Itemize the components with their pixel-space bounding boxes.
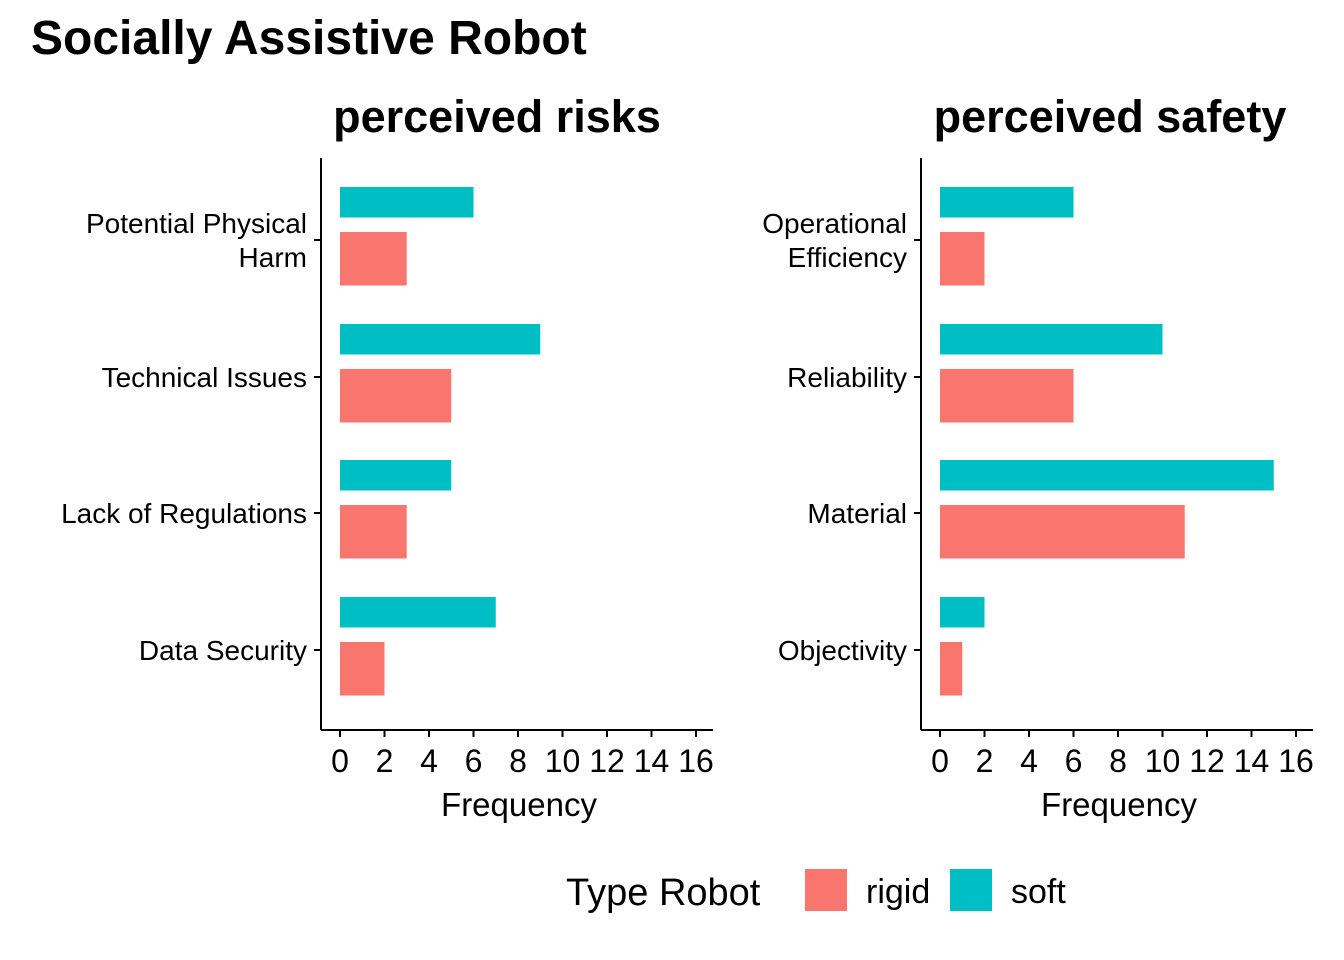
x-tick-label-0: 0 <box>931 743 949 779</box>
category-label-objectivity: Objectivity <box>778 635 907 666</box>
bar-rigid-reliability <box>940 369 1074 423</box>
x-tick-label-14: 14 <box>634 743 670 779</box>
bar-rigid-lack-of-regulations <box>340 505 407 559</box>
panel-title-perceived-risks: perceived risks <box>333 91 661 142</box>
bar-soft-reliability <box>940 324 1163 355</box>
x-axis-title: Frequency <box>441 786 597 823</box>
legend: Type Robot rigid soft <box>566 869 1066 914</box>
x-tick-label-4: 4 <box>1020 743 1038 779</box>
x-tick-label-6: 6 <box>1065 743 1083 779</box>
legend-title: Type Robot <box>566 872 761 914</box>
bar-rigid-technical-issues <box>340 369 452 423</box>
bar-soft-data-security <box>340 597 496 628</box>
category-label-material: Material <box>807 498 907 529</box>
bar-rigid-material <box>940 505 1185 559</box>
bar-soft-objectivity <box>940 597 985 628</box>
bar-rigid-operational-efficiency <box>940 232 985 286</box>
legend-label-soft: soft <box>1011 873 1066 911</box>
category-label-operational-efficiency: Operational Efficiency <box>762 208 907 273</box>
panel-perceived-risks: perceived risks Potential Physical Harm Tec… <box>61 91 714 823</box>
category-label-potential-physical-harm: Potential Physical Harm <box>86 208 307 273</box>
panel-perceived-safety: perceived safety Operational Efficiency Rel… <box>762 91 1314 823</box>
bar-rigid-objectivity <box>940 642 963 696</box>
x-tick-label-6: 6 <box>465 743 483 779</box>
bar-soft-lack-of-regulations <box>340 460 452 491</box>
category-label-data-security: Data Security <box>139 635 307 666</box>
bar-rigid-data-security <box>340 642 385 696</box>
x-tick-label-14: 14 <box>1234 743 1270 779</box>
x-axis-title: Frequency <box>1041 786 1197 823</box>
x-tick-label-12: 12 <box>589 743 625 779</box>
x-tick-label-8: 8 <box>509 743 527 779</box>
bar-soft-technical-issues <box>340 324 541 355</box>
x-tick-label-16: 16 <box>678 743 714 779</box>
x-tick-label-4: 4 <box>420 743 438 779</box>
x-tick-label-2: 2 <box>976 743 994 779</box>
legend-key-soft <box>950 869 992 911</box>
x-tick-label-12: 12 <box>1189 743 1225 779</box>
category-label-lack-of-regulations: Lack of Regulations <box>61 498 307 529</box>
x-tick-label-10: 10 <box>545 743 581 779</box>
bar-rigid-potential-physical-harm <box>340 232 407 286</box>
bar-soft-potential-physical-harm <box>340 187 474 218</box>
bar-soft-material <box>940 460 1274 491</box>
x-tick-label-16: 16 <box>1278 743 1314 779</box>
x-tick-label-10: 10 <box>1145 743 1181 779</box>
category-label-technical-issues: Technical Issues <box>102 362 307 393</box>
x-tick-label-2: 2 <box>376 743 394 779</box>
category-label-reliability: Reliability <box>787 362 907 393</box>
main-title: Socially Assistive Robot <box>31 12 587 65</box>
x-tick-label-8: 8 <box>1109 743 1127 779</box>
x-tick-label-0: 0 <box>331 743 349 779</box>
bar-soft-operational-efficiency <box>940 187 1074 218</box>
legend-label-rigid: rigid <box>866 873 930 911</box>
panel-title-perceived-safety: perceived safety <box>934 91 1287 142</box>
legend-key-rigid <box>805 869 847 911</box>
